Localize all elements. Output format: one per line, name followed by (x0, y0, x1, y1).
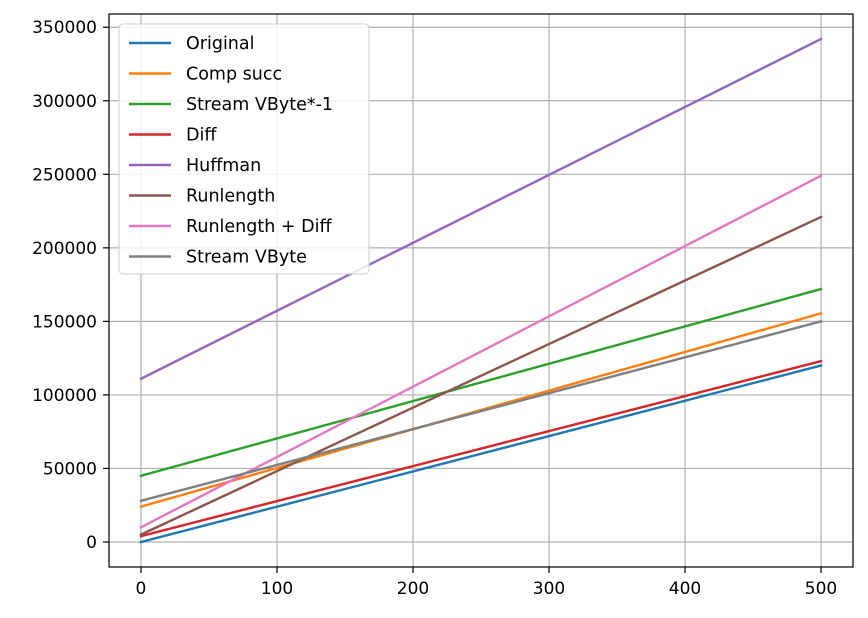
y-tick-label: 150000 (32, 312, 97, 332)
y-tick-label: 250000 (32, 165, 97, 185)
y-tick-label: 300000 (32, 92, 97, 112)
series-line-huffman (139, 37, 823, 381)
legend-label: Comp succ (186, 65, 282, 85)
x-tick-label: 300 (533, 579, 565, 599)
series-line-stream-vbyte (139, 319, 823, 503)
legend-label: Stream VByte*-1 (186, 95, 333, 115)
x-tick-label: 500 (805, 579, 837, 599)
plot-area-frame (108, 13, 854, 568)
x-tick-label: 0 (136, 579, 147, 599)
series-line-original (139, 364, 823, 544)
legend-label: Runlength (186, 187, 275, 207)
series-line-runlength (139, 215, 823, 537)
series-line-stream-vbyte-1 (139, 287, 823, 478)
y-axis-ticks: 0 50000 100000 150000 200000 250000 300000 3500… (32, 18, 109, 553)
y-tick-label: 200000 (32, 239, 97, 259)
x-axis-ticks: 0 100 200 300 400 500 (136, 567, 837, 599)
legend-label: Stream VByte (186, 248, 307, 268)
y-tick-label: 50000 (43, 459, 97, 479)
legend-label: Original (186, 34, 254, 54)
legend-box (118, 23, 370, 275)
y-tick-label: 100000 (32, 386, 97, 406)
series-line-runlength-diff (139, 174, 823, 529)
x-tick-label: 100 (261, 579, 293, 599)
y-tick-label: 0 (86, 533, 97, 553)
x-tick-label: 200 (397, 579, 429, 599)
series-line-diff (139, 359, 823, 538)
legend-label: Huffman (186, 156, 261, 176)
legend-label: Diff (186, 126, 217, 146)
x-tick-label: 400 (669, 579, 701, 599)
y-tick-label: 350000 (32, 18, 97, 38)
legend-label: Runlength + Diff (186, 217, 332, 237)
legend: Original Comp succ Stream VByte*-1 Diff Huff… (118, 23, 370, 275)
series-lines (139, 37, 823, 544)
